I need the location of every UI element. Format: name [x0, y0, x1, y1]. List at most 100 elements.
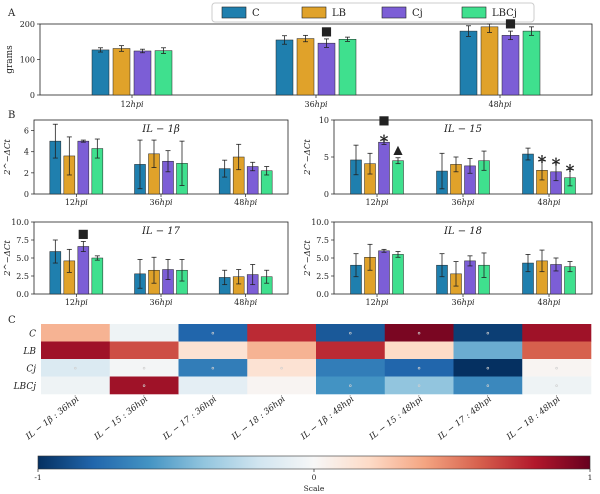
significance-marker-il-15: ∗ [550, 152, 562, 172]
heatmap-row-label: LBCj [13, 382, 37, 392]
x-tick-label-num: 48 [488, 100, 498, 109]
heatmap-column-label: IL − 1β : 36hpi [23, 394, 81, 442]
heatmap-column-label: IL − 18 : 48hpi [504, 394, 562, 443]
bar-a-cj [501, 35, 520, 96]
y-tick-label-a: 100 [20, 56, 35, 65]
heatmap-cell [109, 341, 179, 360]
heatmap-significance-marker: ∘ [348, 381, 352, 391]
heatmap-significance-marker: ∘ [279, 364, 283, 374]
y-tick-label-il-15: 10 [319, 116, 329, 125]
legend-label-lb: LB [332, 8, 346, 19]
bar-a-lb [480, 26, 499, 96]
colorbar-tick-label: 0 [312, 473, 317, 482]
legend: C LB Cj LBCj [211, 2, 535, 23]
x-tick-label-unit: hpi [376, 198, 389, 207]
heatmap-column-label: IL − 17 : 36hpi [161, 394, 219, 443]
bar-il-15-cj [378, 141, 390, 195]
x-tick-label-unit: hpi [75, 198, 88, 207]
heatmap-significance-marker: ∘ [211, 329, 215, 339]
heatmap-cell [522, 324, 592, 342]
y-tick-label-il-1-: 4 [24, 148, 29, 157]
x-tick-label-unit: hpi [376, 298, 389, 307]
bar-il-15-lbcj [392, 160, 404, 195]
y-tick-label-il-15: 0 [324, 190, 329, 199]
heatmap-cell [109, 359, 179, 377]
significance-marker-a: ■ [505, 16, 516, 30]
x-tick-label-num: 36 [149, 198, 159, 207]
significance-marker-il-15: ∗ [564, 159, 576, 179]
bar-il-17-cj [77, 246, 90, 295]
x-tick-label-unit: hpi [160, 298, 173, 307]
y-tick-label-il-17: 10.0 [11, 218, 29, 227]
chart-title-il-17: IL − 17 [141, 226, 181, 237]
x-tick-label-unit: hpi [160, 198, 173, 207]
heatmap-significance-marker: ∘ [486, 381, 490, 391]
x-tick-label-unit: hpi [244, 298, 257, 307]
x-tick-label-unit: hpi [462, 198, 475, 207]
x-tick-label-a: 48hpi [488, 100, 511, 109]
panel-label-a: A [7, 8, 16, 19]
heatmap-column-label: IL − 17 : 48hpi [436, 394, 494, 443]
bar-a-lbcj [154, 50, 173, 96]
heatmap-cell [109, 376, 179, 395]
y-axis-label-il-15: 2^−ΔCt [303, 139, 313, 176]
heatmap-cell [41, 359, 111, 377]
x-tick-label-unit: hpi [315, 100, 328, 109]
x-tick-label-a: 12hpi [120, 100, 143, 109]
heatmap-significance-marker: ∘ [417, 329, 421, 339]
bar-a-lbcj [338, 39, 357, 96]
heatmap-cell [316, 359, 386, 377]
heatmap-significance-marker: ∘ [554, 364, 558, 374]
x-tick-label-il-1-: 12hpi [65, 198, 88, 207]
heatmap-column-label: IL − 18 : 36hpi [229, 394, 287, 443]
heatmap-significance-marker: ∘ [348, 329, 352, 339]
y-axis-label-il-1-: 2^−ΔCt [3, 139, 13, 176]
chart-title-il-1-: IL − 1β [141, 124, 180, 135]
heatmap-cell [109, 324, 179, 342]
heatmap-column-label: IL − 15 : 48hpi [367, 394, 425, 443]
x-tick-label-num: 12 [65, 298, 75, 307]
x-tick-label-il-18: 12hpi [365, 298, 388, 307]
x-tick-label-a: 36hpi [304, 100, 327, 109]
y-tick-label-il-18: 10.0 [311, 218, 329, 227]
x-tick-label-num: 48 [537, 298, 547, 307]
y-tick-label-il-1-: 0 [24, 190, 29, 199]
y-tick-label-il-17: 0.0 [16, 290, 29, 299]
heatmap-row-label: C [29, 329, 36, 339]
heatmap-cell [178, 324, 248, 342]
significance-marker-il-15: ∗ [378, 129, 390, 149]
bar-a-c [459, 30, 478, 96]
heatmap-cell [178, 341, 248, 360]
colorbar-tick-label: -1 [34, 473, 41, 482]
heatmap-cell [316, 376, 386, 395]
heatmap-cell [522, 341, 592, 360]
legend-label-cj: Cj [412, 8, 423, 19]
heatmap-cell [453, 341, 523, 360]
x-tick-label-num: 48 [234, 198, 244, 207]
legend-frame [211, 2, 535, 23]
y-tick-label-il-18: 2.5 [316, 272, 329, 281]
legend-swatch-cj [381, 6, 407, 19]
x-tick-label-num: 12 [120, 100, 130, 109]
x-tick-label-il-15: 36hpi [451, 198, 474, 207]
heatmap-significance-marker: ∘ [417, 364, 421, 374]
y-tick-label-il-15: 5 [324, 153, 329, 162]
x-tick-label-unit: hpi [75, 298, 88, 307]
significance-marker-il-17: ■ [78, 226, 89, 240]
bar-a-c [91, 49, 110, 96]
colorbar-label: Scale [304, 484, 325, 493]
heatmap-cell [178, 376, 248, 395]
heatmap-column-label: IL − 15 : 36hpi [92, 394, 150, 443]
colorbar [37, 455, 591, 470]
heatmap-cell [316, 324, 386, 342]
x-tick-label-il-17: 12hpi [65, 298, 88, 307]
bar-il-1--cj [77, 140, 90, 195]
x-tick-label-unit: hpi [244, 198, 257, 207]
bar-a-cj [133, 50, 152, 96]
heatmap-cell [522, 376, 592, 395]
x-tick-label-unit: hpi [499, 100, 512, 109]
bar-il-18-lbcj [392, 254, 404, 295]
heatmap-column-label: IL − 1β : 48hpi [298, 394, 356, 442]
